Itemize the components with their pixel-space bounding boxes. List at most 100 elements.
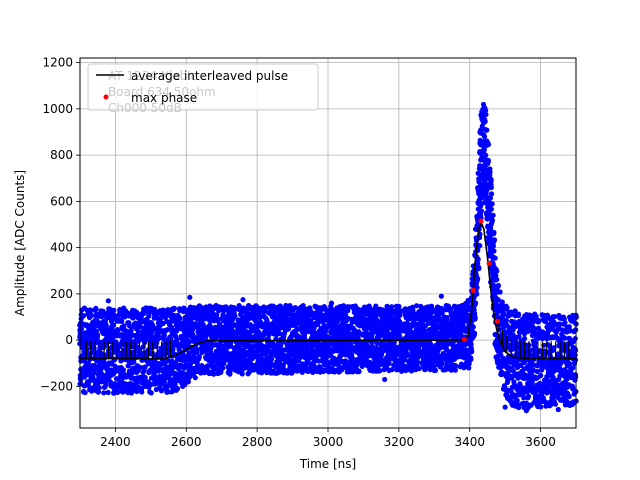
scatter-point-4201 <box>482 118 488 125</box>
scatter-point-4284 <box>487 166 493 172</box>
scatter-point-4860 <box>539 366 545 372</box>
scatter-point-4408 <box>495 282 501 289</box>
scatter-point-4841 <box>538 372 544 379</box>
scatter-point-2031 <box>277 330 283 337</box>
scatter-point-3142 <box>386 360 392 367</box>
scatter-point-3243 <box>396 303 402 310</box>
scatter-point-4333 <box>490 243 496 249</box>
scatter-point-3171 <box>389 304 395 310</box>
scatter-point-401 <box>115 384 122 390</box>
scatter-point-169 <box>93 305 99 311</box>
scatter-point-1112 <box>186 339 192 345</box>
scatter-point-995 <box>174 386 181 392</box>
scatter-point-888 <box>164 384 170 390</box>
scatter-point-4050 <box>471 312 478 318</box>
scatter-point-224 <box>98 367 104 373</box>
scatter-point-3824 <box>452 362 459 369</box>
scatter-point-4675 <box>521 335 528 342</box>
scatter-point-175 <box>93 328 100 334</box>
scatter-point-896 <box>164 327 171 333</box>
scatter-point-4296 <box>488 184 494 191</box>
scatter-point-836 <box>158 388 165 394</box>
scatter-point-443 <box>120 367 127 373</box>
scatter-point-3978 <box>467 355 474 361</box>
scatter-point-718 <box>147 381 153 387</box>
scatter-point-3821 <box>452 367 458 373</box>
scatter-points <box>77 101 579 414</box>
scatter-point-680 <box>143 353 149 360</box>
scatter-point-1023 <box>177 315 183 321</box>
scatter-point-602 <box>135 329 142 335</box>
scatter-point-502 <box>126 362 132 368</box>
scatter-point-4254 <box>485 157 491 163</box>
scatter-point-4384 <box>493 266 499 272</box>
scatter-point-3251 <box>396 333 403 339</box>
scatter-point-4331 <box>490 212 496 218</box>
scatter-point-201 <box>96 385 102 391</box>
scatter-point-1968 <box>270 341 276 347</box>
scatter-point-1366 <box>211 371 217 377</box>
scatter-point-4310 <box>488 191 495 197</box>
scatter-point-1804 <box>254 350 260 356</box>
scatter-point-118 <box>89 312 95 319</box>
scatter-point-136 <box>90 374 96 380</box>
scatter-point-4113 <box>477 242 483 249</box>
scatter-point-244 <box>101 390 107 396</box>
scatter-point-4824 <box>536 318 542 324</box>
scatter-point-1457 <box>220 365 226 371</box>
scatter-point-4363 <box>492 255 498 261</box>
scatter-point-4489 <box>503 318 509 324</box>
scatter-point-2527 <box>325 359 331 366</box>
scatter-point-1436 <box>218 369 224 375</box>
scatter-point-1835 <box>257 315 263 321</box>
scatter-point-897 <box>165 358 171 364</box>
scatter-point-152 <box>91 345 97 351</box>
scatter-point-179 <box>93 377 100 383</box>
scatter-point-3423 <box>413 303 420 309</box>
scatter-point-1253 <box>200 322 206 328</box>
scatter-point-546 <box>130 365 136 371</box>
scatter-point-4304 <box>488 206 494 212</box>
scatter-point-1170 <box>192 375 198 381</box>
scatter-point-3449 <box>416 365 422 372</box>
scatter-point-2356 <box>308 318 314 324</box>
scatter-point-669 <box>142 374 148 381</box>
scatter-point-392 <box>115 389 121 395</box>
scatter-point-983 <box>174 336 180 343</box>
scatter-point-453 <box>121 323 127 329</box>
scatter-point-1842 <box>257 319 264 325</box>
scatter-point-3390 <box>410 304 416 310</box>
scatter-point-527 <box>128 384 134 391</box>
scatter-point-4716 <box>525 393 532 399</box>
scatter-point-674 <box>142 309 148 316</box>
scatter-point-2771 <box>348 351 355 357</box>
scatter-point-1580 <box>232 313 238 319</box>
scatter-point-4618 <box>515 312 522 319</box>
scatter-point-4337 <box>491 248 497 254</box>
scatter-point-4461 <box>500 311 507 317</box>
scatter-point-188 <box>95 332 101 338</box>
scatter-point-3609 <box>432 367 439 373</box>
scatter-point-269 <box>103 381 109 387</box>
scatter-point-2972 <box>369 343 376 350</box>
scatter-point-1217 <box>196 354 202 360</box>
scatter-point-529 <box>128 327 134 334</box>
scatter-point-4216 <box>483 107 489 114</box>
scatter-point-748 <box>150 336 157 342</box>
scatter-point-4060 <box>472 300 479 306</box>
scatter-point-4456 <box>499 299 505 305</box>
scatter-point-4016 <box>470 324 476 330</box>
scatter-point-147 <box>91 370 97 376</box>
scatter-point-2730 <box>345 327 351 333</box>
scatter-point-821 <box>157 316 164 323</box>
scatter-point-4353 <box>491 237 498 243</box>
scatter-point-3048 <box>376 321 382 327</box>
scatter-point-42 <box>81 313 87 319</box>
scatter-point-4038 <box>471 332 477 338</box>
scatter-point-4233 <box>484 127 490 133</box>
scatter-point-971 <box>172 382 178 388</box>
scatter-point-4330 <box>489 217 496 224</box>
scatter-point-3983 <box>468 341 474 347</box>
scatter-point-1384 <box>212 366 219 372</box>
scatter-point-1819 <box>256 329 262 335</box>
